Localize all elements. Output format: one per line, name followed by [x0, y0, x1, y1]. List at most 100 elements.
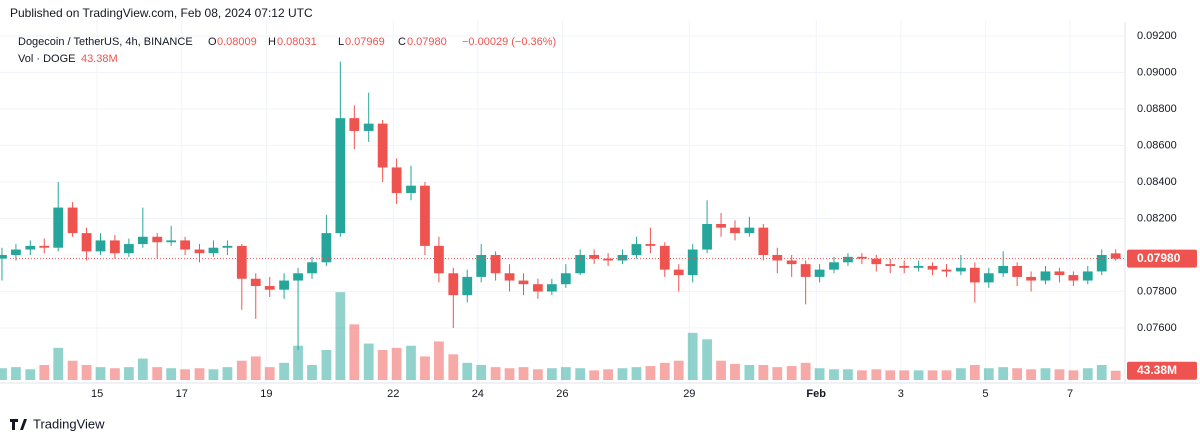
candle-body	[702, 223, 712, 250]
candle-body	[941, 269, 952, 272]
candle-body	[772, 255, 783, 261]
candle-body	[1026, 276, 1036, 281]
candle-body	[307, 262, 317, 274]
candle-body	[786, 260, 797, 265]
candle-body	[843, 256, 853, 263]
volume-bar	[236, 360, 247, 380]
candle-body	[560, 273, 571, 285]
volume-bar	[730, 363, 740, 380]
volume-bar	[955, 368, 966, 380]
candle-body	[166, 240, 177, 243]
candle-body	[998, 265, 1009, 274]
x-tick-label: 17	[176, 388, 188, 400]
volume-bar	[1110, 370, 1121, 380]
x-tick-label: 26	[556, 388, 568, 400]
volume-bar	[1096, 365, 1107, 380]
y-tick-label: 0.08200	[1137, 212, 1177, 224]
volume-bar	[814, 368, 825, 380]
volume-bar	[758, 365, 769, 380]
candle-body	[857, 256, 867, 259]
candle-body	[462, 276, 473, 296]
volume-bar	[1026, 369, 1036, 380]
x-tick-label: 7	[1067, 388, 1073, 400]
candle-body	[955, 267, 966, 272]
volume-bar	[560, 367, 571, 380]
volume-bar	[208, 369, 219, 380]
volume-bar	[702, 339, 712, 380]
y-tick-label: 0.09200	[1137, 30, 1177, 42]
candle-body	[871, 258, 882, 265]
candle-body	[81, 233, 92, 252]
volume-bar	[518, 367, 529, 380]
candle-body	[363, 123, 374, 131]
candle-body	[1110, 253, 1121, 259]
volume-bar	[279, 362, 289, 380]
candle-body	[645, 244, 656, 246]
brand: TradingView	[10, 416, 105, 431]
candle-body	[448, 273, 459, 296]
volume-bar	[349, 324, 360, 380]
volume-bar	[716, 360, 726, 380]
volume-bar	[998, 367, 1009, 380]
candle-body	[490, 255, 501, 274]
volume-bar	[123, 367, 134, 380]
candle-body	[1068, 275, 1079, 281]
volume-bar	[462, 362, 473, 380]
candle-body	[1012, 265, 1023, 277]
last-volume-tag	[1127, 361, 1197, 380]
candle-body	[349, 118, 360, 131]
legend-label: O	[208, 36, 217, 48]
volume-bar	[420, 356, 430, 380]
x-tick-label: 5	[982, 388, 988, 400]
candle-body	[800, 264, 811, 277]
candle-body	[335, 118, 346, 234]
candle-body	[603, 258, 613, 261]
volume-bar	[673, 360, 684, 380]
legend-label: H	[268, 36, 276, 48]
volume-bar	[983, 368, 994, 380]
candle-body	[236, 245, 247, 279]
candle-body	[180, 240, 191, 250]
volume-bar	[335, 292, 346, 380]
candle-body	[1096, 255, 1107, 272]
volume-bar	[871, 369, 882, 380]
candle-body	[716, 223, 726, 228]
volume-bar	[25, 369, 36, 380]
candle-body	[983, 273, 994, 283]
candle-body	[687, 249, 698, 276]
volume-bar	[546, 368, 557, 380]
candle-body	[1054, 271, 1065, 276]
volume-bar	[1054, 369, 1065, 380]
candle-body	[25, 245, 36, 250]
volume-bar	[377, 350, 388, 380]
volume-bar	[645, 366, 656, 380]
candle-body	[391, 167, 402, 193]
volume-bar	[448, 354, 459, 380]
candle-body	[1040, 271, 1051, 281]
candle-body	[730, 227, 740, 234]
volume-bar	[744, 365, 755, 380]
volume-bar	[575, 368, 586, 380]
candle-body	[420, 185, 430, 246]
volume-bar	[166, 368, 177, 380]
volume-bar	[250, 356, 261, 380]
candle-body	[885, 264, 896, 266]
candle-body	[53, 207, 64, 248]
legend-value: 43.38M	[81, 53, 118, 65]
candle-body	[406, 185, 416, 193]
volume-bar	[533, 369, 543, 380]
candle-body	[293, 273, 303, 281]
volume-bar	[194, 368, 205, 380]
x-tick-label: 15	[91, 388, 103, 400]
volume-bar	[969, 365, 980, 380]
candle-body	[575, 255, 586, 274]
legend-value: 0.08009	[217, 36, 257, 48]
candle-body	[377, 123, 388, 168]
volume-bar	[476, 365, 487, 380]
candle-body	[829, 262, 839, 270]
volume-bar	[0, 368, 7, 380]
legend-change: −0.00029 (−0.36%)	[462, 36, 556, 48]
legend-label: L	[338, 36, 344, 48]
candle-body	[659, 245, 670, 270]
candle-body	[631, 244, 642, 256]
